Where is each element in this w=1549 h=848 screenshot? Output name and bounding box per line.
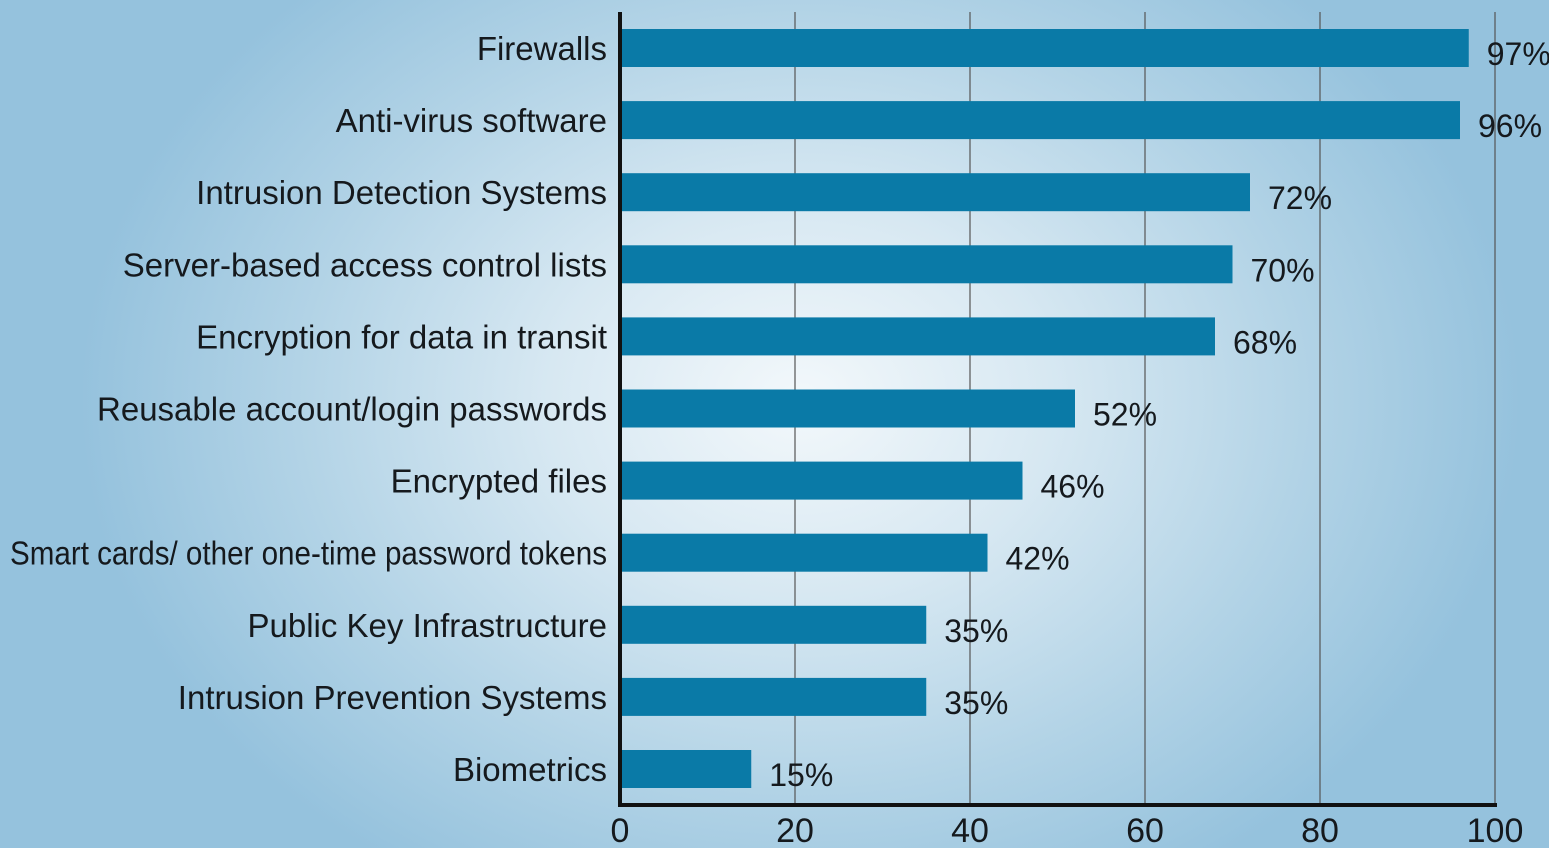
category-label: Intrusion Prevention Systems [178,679,607,716]
category-label: Public Key Infrastructure [248,607,608,644]
category-label: Encrypted files [391,463,607,500]
value-label: 72% [1268,180,1332,216]
x-tick-label: 80 [1301,812,1339,848]
value-label: 35% [944,613,1008,649]
value-label: 46% [1041,469,1105,505]
bar-3 [620,245,1233,284]
x-tick-label: 60 [1126,812,1164,848]
value-label: 42% [1006,541,1070,577]
bar-2 [620,173,1250,212]
category-label: Biometrics [453,751,607,788]
x-tick-label: 100 [1467,812,1524,848]
category-label: Reusable account/login passwords [97,391,607,428]
bar-9 [620,677,927,716]
value-label: 15% [769,757,833,793]
x-tick-label: 0 [611,812,630,848]
category-label: Firewalls [477,30,607,67]
value-label: 68% [1233,324,1297,360]
value-label: 96% [1478,108,1542,144]
axes [618,12,1497,807]
category-label: Anti-virus software [336,102,607,139]
category-label: Encryption for data in transit [196,318,607,355]
bars [620,29,1469,788]
category-label: Smart cards/ other one-time password tok… [10,535,607,572]
bar-7 [620,533,988,572]
value-label: 70% [1251,252,1315,288]
bar-1 [620,101,1460,140]
bar-10 [620,750,752,788]
category-label: Intrusion Detection Systems [196,174,607,211]
bar-4 [620,317,1215,356]
x-tick-label: 20 [776,812,814,848]
value-label: 35% [944,685,1008,721]
value-label: 97% [1487,36,1549,72]
bar-6 [620,461,1023,500]
bar-8 [620,605,927,644]
x-tick-label: 40 [951,812,989,848]
gridlines [794,12,1496,805]
labels: Firewalls 97% Anti-virus software 96% Intrus… [10,30,1549,848]
bar-5 [620,389,1075,428]
value-label: 52% [1093,397,1157,433]
category-label: Server-based access control lists [123,246,607,283]
bar-0 [620,29,1469,67]
